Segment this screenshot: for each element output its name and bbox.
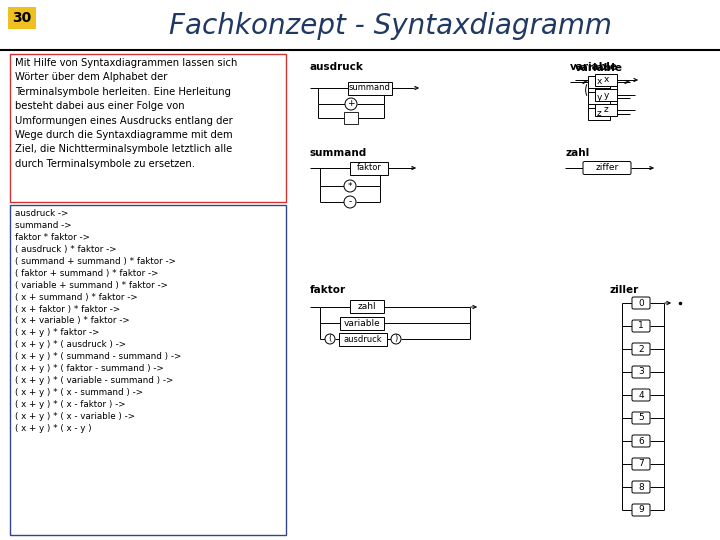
Text: y: y <box>603 91 608 99</box>
Bar <box>350 161 388 174</box>
Text: ): ) <box>395 334 397 343</box>
Bar <box>588 92 610 104</box>
Text: summand: summand <box>349 84 391 92</box>
FancyBboxPatch shape <box>632 504 650 516</box>
Text: z: z <box>603 105 608 114</box>
Bar <box>595 89 617 101</box>
Text: 7: 7 <box>638 460 644 469</box>
Text: ausdruck: ausdruck <box>310 62 364 72</box>
FancyBboxPatch shape <box>583 161 631 174</box>
Text: 8: 8 <box>638 483 644 491</box>
Text: (: ( <box>328 334 332 343</box>
Text: y: y <box>596 93 602 103</box>
Text: 6: 6 <box>638 436 644 446</box>
Circle shape <box>391 334 401 344</box>
Text: x: x <box>596 78 602 86</box>
Text: 4: 4 <box>638 390 644 400</box>
Bar <box>595 74 617 86</box>
Text: zahl: zahl <box>565 148 589 158</box>
FancyBboxPatch shape <box>632 320 650 332</box>
Circle shape <box>325 334 335 344</box>
Bar <box>588 76 610 88</box>
Text: *: * <box>348 181 352 191</box>
Bar <box>595 104 617 116</box>
Text: 1: 1 <box>638 321 644 330</box>
FancyBboxPatch shape <box>632 366 650 378</box>
Bar <box>344 112 358 124</box>
Bar <box>339 333 387 346</box>
Text: -: - <box>348 198 351 206</box>
Text: ziffer: ziffer <box>595 164 618 172</box>
Text: faktor: faktor <box>356 164 382 172</box>
Text: variable: variable <box>570 62 618 72</box>
Text: z: z <box>597 110 601 118</box>
Text: Mit Hilfe von Syntaxdiagrammen lassen sich
Wörter über dem Alphabet der
Terminal: Mit Hilfe von Syntaxdiagrammen lassen si… <box>15 58 238 169</box>
FancyBboxPatch shape <box>632 435 650 447</box>
Circle shape <box>344 196 356 208</box>
Text: 0: 0 <box>638 299 644 307</box>
Text: variable: variable <box>575 63 623 73</box>
Text: 5: 5 <box>638 414 644 422</box>
Bar <box>10 54 286 202</box>
Circle shape <box>345 98 357 110</box>
Text: ausdruck: ausdruck <box>343 335 382 344</box>
Bar <box>350 300 384 313</box>
Text: x: x <box>603 76 608 84</box>
FancyBboxPatch shape <box>632 389 650 401</box>
Text: zahl: zahl <box>358 302 377 311</box>
Bar <box>10 205 286 535</box>
FancyBboxPatch shape <box>632 297 650 309</box>
Bar <box>8 7 36 29</box>
FancyBboxPatch shape <box>632 481 650 493</box>
Text: faktor: faktor <box>310 285 346 295</box>
FancyBboxPatch shape <box>632 458 650 470</box>
Circle shape <box>344 180 356 192</box>
Text: variable: variable <box>343 319 380 328</box>
Text: 9: 9 <box>638 505 644 515</box>
FancyBboxPatch shape <box>632 343 650 355</box>
Text: 2: 2 <box>638 345 644 354</box>
Text: summand: summand <box>310 148 367 158</box>
Bar <box>340 317 384 330</box>
Text: +: + <box>347 99 355 109</box>
Text: Fachkonzept - Syntaxdiagramm: Fachkonzept - Syntaxdiagramm <box>168 12 611 40</box>
Text: 3: 3 <box>638 368 644 376</box>
FancyBboxPatch shape <box>632 412 650 424</box>
Text: 30: 30 <box>12 11 32 25</box>
Text: ausdruck ->
summand ->
faktor * faktor ->
( ausdruck ) * faktor ->
( summand + s: ausdruck -> summand -> faktor * faktor -… <box>15 209 181 433</box>
Text: ziller: ziller <box>610 285 639 295</box>
Bar <box>588 108 610 120</box>
Bar <box>348 82 392 94</box>
